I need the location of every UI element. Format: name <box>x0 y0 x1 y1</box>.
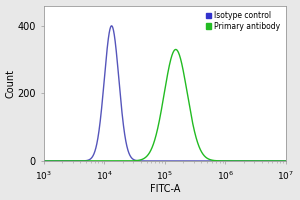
Y-axis label: Count: Count <box>6 69 16 98</box>
Legend: Isotype control, Primary antibody: Isotype control, Primary antibody <box>205 9 282 32</box>
X-axis label: FITC-A: FITC-A <box>150 184 180 194</box>
